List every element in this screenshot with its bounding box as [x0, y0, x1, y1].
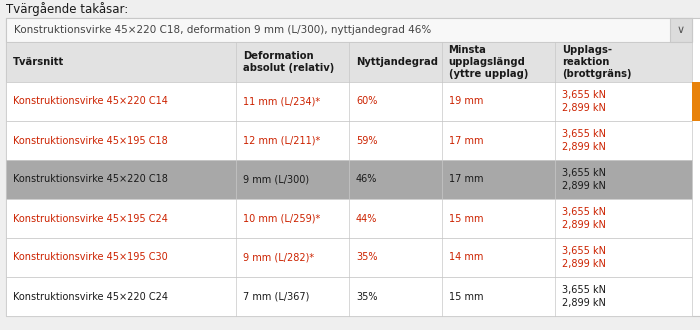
- Bar: [6, 82, 692, 121]
- Text: 46%: 46%: [356, 175, 377, 184]
- Text: Minsta
upplagslängd
(yttre upplag): Minsta upplagslängd (yttre upplag): [449, 45, 528, 79]
- Bar: [670, 18, 692, 42]
- Text: Tvärsnitt: Tvärsnitt: [13, 57, 64, 67]
- Text: Konstruktionsvirke 45×220 C18, deformation 9 mm (L/300), nyttjandegrad 46%: Konstruktionsvirke 45×220 C18, deformati…: [14, 25, 431, 35]
- Text: 60%: 60%: [356, 96, 377, 107]
- Bar: [6, 18, 692, 42]
- Text: 9 mm (L/282)*: 9 mm (L/282)*: [243, 252, 314, 262]
- Text: 3,655 kN
2,899 kN: 3,655 kN 2,899 kN: [562, 168, 606, 191]
- Text: 12 mm (L/211)*: 12 mm (L/211)*: [243, 136, 320, 146]
- Text: Konstruktionsvirke 45×195 C18: Konstruktionsvirke 45×195 C18: [13, 136, 168, 146]
- Text: 3,655 kN
2,899 kN: 3,655 kN 2,899 kN: [562, 207, 606, 230]
- Text: 17 mm: 17 mm: [449, 136, 483, 146]
- Bar: [6, 42, 692, 82]
- Text: Deformation
absolut (relativ): Deformation absolut (relativ): [243, 51, 334, 73]
- Text: 3,655 kN
2,899 kN: 3,655 kN 2,899 kN: [562, 246, 606, 269]
- Text: 3,655 kN
2,899 kN: 3,655 kN 2,899 kN: [562, 90, 606, 113]
- Text: Konstruktionsvirke 45×220 C14: Konstruktionsvirke 45×220 C14: [13, 96, 168, 107]
- Text: 3,655 kN
2,899 kN: 3,655 kN 2,899 kN: [562, 285, 606, 308]
- Text: 35%: 35%: [356, 252, 377, 262]
- Text: Konstruktionsvirke 45×195 C24: Konstruktionsvirke 45×195 C24: [13, 214, 168, 223]
- Bar: [6, 277, 692, 316]
- Text: Nyttjandegrad: Nyttjandegrad: [356, 57, 438, 67]
- Text: Upplags-
reaktion
(brottgräns): Upplags- reaktion (brottgräns): [562, 45, 631, 79]
- Text: 14 mm: 14 mm: [449, 252, 483, 262]
- Text: 7 mm (L/367): 7 mm (L/367): [243, 291, 309, 302]
- Text: 9 mm (L/300): 9 mm (L/300): [243, 175, 309, 184]
- Text: 15 mm: 15 mm: [449, 214, 483, 223]
- Bar: [6, 160, 692, 199]
- Text: 19 mm: 19 mm: [449, 96, 483, 107]
- Text: 35%: 35%: [356, 291, 377, 302]
- Text: 44%: 44%: [356, 214, 377, 223]
- Bar: [6, 199, 692, 238]
- Text: 3,655 kN
2,899 kN: 3,655 kN 2,899 kN: [562, 129, 606, 152]
- Text: 17 mm: 17 mm: [449, 175, 483, 184]
- Text: Konstruktionsvirke 45×220 C24: Konstruktionsvirke 45×220 C24: [13, 291, 168, 302]
- Text: ∨: ∨: [677, 25, 685, 35]
- Text: Konstruktionsvirke 45×195 C30: Konstruktionsvirke 45×195 C30: [13, 252, 168, 262]
- Text: 15 mm: 15 mm: [449, 291, 483, 302]
- Bar: [6, 238, 692, 277]
- Text: 11 mm (L/234)*: 11 mm (L/234)*: [243, 96, 320, 107]
- Bar: [6, 121, 692, 160]
- Text: 10 mm (L/259)*: 10 mm (L/259)*: [243, 214, 320, 223]
- Text: Konstruktionsvirke 45×220 C18: Konstruktionsvirke 45×220 C18: [13, 175, 168, 184]
- Text: 59%: 59%: [356, 136, 377, 146]
- Bar: [692, 82, 700, 121]
- Text: Tvärgående takåsar:: Tvärgående takåsar:: [6, 2, 128, 16]
